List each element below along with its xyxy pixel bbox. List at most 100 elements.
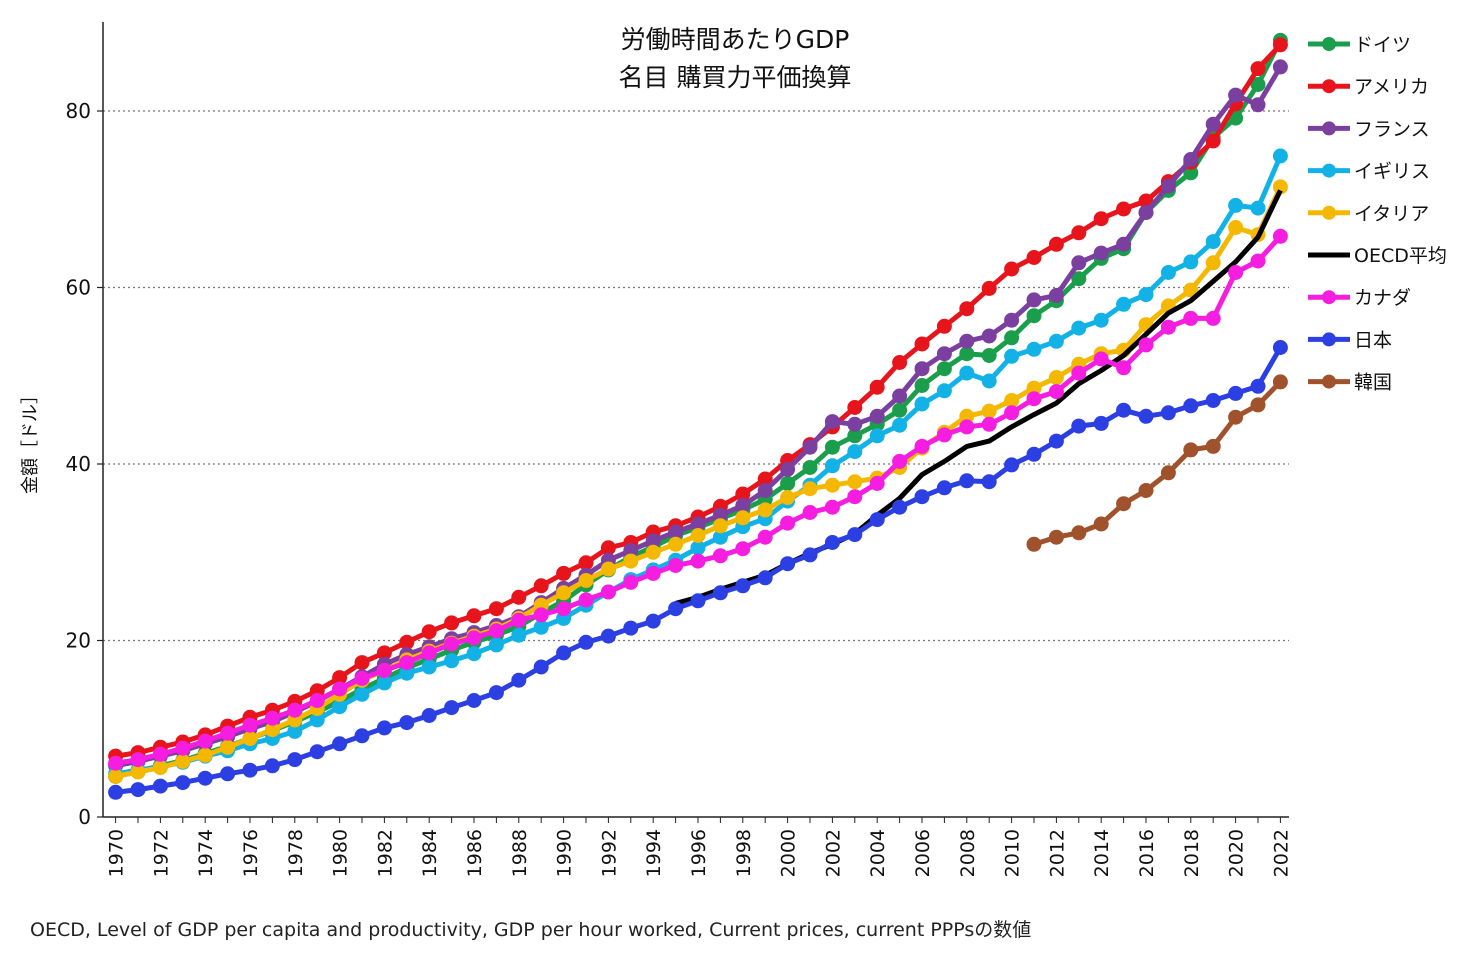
data-point xyxy=(645,613,661,629)
data-point xyxy=(1138,408,1154,424)
data-point xyxy=(152,778,168,794)
data-point xyxy=(1048,236,1064,252)
data-point xyxy=(936,480,952,496)
x-tick-label: 1980 xyxy=(330,829,352,877)
data-point xyxy=(1228,385,1244,401)
x-tick-label: 1986 xyxy=(464,829,486,877)
x-tick-label: 2006 xyxy=(912,829,934,877)
legend-label: カナダ xyxy=(1354,287,1411,309)
series-ドイツ xyxy=(108,32,1288,784)
series-line xyxy=(115,185,1283,779)
series-line xyxy=(115,39,1283,779)
data-point xyxy=(556,645,572,661)
data-point xyxy=(1071,225,1087,241)
x-tick-label: 1998 xyxy=(733,829,755,877)
x-tick-label: 2004 xyxy=(867,829,889,877)
data-point xyxy=(309,744,325,760)
data-point xyxy=(981,416,997,432)
data-point xyxy=(376,663,392,678)
data-point xyxy=(264,722,280,738)
legend-label: 韓国 xyxy=(1354,372,1392,394)
data-point xyxy=(197,733,213,749)
data-point xyxy=(1116,402,1132,418)
x-tick-label: 1994 xyxy=(643,829,665,877)
x-tick-label: 1976 xyxy=(240,829,262,877)
data-point xyxy=(690,516,706,532)
data-point xyxy=(1160,265,1176,280)
data-point xyxy=(399,634,415,650)
data-point xyxy=(802,505,818,520)
data-point xyxy=(130,764,146,780)
data-point xyxy=(757,483,773,498)
data-point xyxy=(824,535,840,550)
data-point xyxy=(802,481,818,497)
x-tick-label: 2022 xyxy=(1270,829,1292,877)
data-point xyxy=(1205,255,1221,271)
legend-swatch-marker xyxy=(1322,163,1336,178)
data-point xyxy=(690,553,706,569)
data-point xyxy=(511,627,527,643)
series-line xyxy=(115,43,1283,759)
data-point xyxy=(108,755,124,771)
data-point xyxy=(1071,418,1087,434)
data-point xyxy=(1138,337,1154,353)
data-point xyxy=(399,715,415,731)
data-point xyxy=(332,681,348,697)
data-point xyxy=(1071,255,1087,271)
data-point xyxy=(869,512,885,528)
data-point xyxy=(444,700,460,716)
data-point xyxy=(914,438,930,454)
data-point xyxy=(1048,384,1064,400)
data-point xyxy=(1183,282,1199,298)
data-point xyxy=(533,607,549,623)
data-point xyxy=(175,775,191,791)
data-point xyxy=(892,388,908,404)
data-point xyxy=(264,710,280,726)
data-point xyxy=(1183,254,1199,270)
data-point xyxy=(847,428,863,444)
data-point xyxy=(556,565,572,581)
data-point xyxy=(108,768,124,784)
data-point xyxy=(1205,438,1221,454)
data-point xyxy=(645,565,661,581)
y-tick-label: 80 xyxy=(66,99,91,123)
legend-swatch-marker xyxy=(1322,290,1336,305)
data-point xyxy=(847,474,863,490)
data-point xyxy=(421,624,437,640)
data-point xyxy=(936,346,952,362)
x-tick-label: 1990 xyxy=(554,829,576,877)
y-tick-label: 20 xyxy=(66,629,91,653)
data-point xyxy=(1026,380,1042,396)
data-point xyxy=(1071,365,1087,381)
data-point xyxy=(197,747,213,763)
data-point xyxy=(824,458,840,474)
data-point xyxy=(578,555,594,571)
data-point xyxy=(1026,446,1042,462)
x-tick-label: 1972 xyxy=(150,829,172,877)
data-point xyxy=(847,444,863,460)
data-point xyxy=(488,637,504,653)
data-point xyxy=(1048,433,1064,449)
data-point xyxy=(1205,133,1221,149)
data-point xyxy=(869,475,885,491)
legend-item: 日本 xyxy=(1308,329,1392,351)
data-point xyxy=(981,373,997,389)
data-point xyxy=(1093,245,1109,261)
data-point xyxy=(399,655,415,671)
y-tick-label: 60 xyxy=(66,276,91,300)
data-point xyxy=(981,280,997,296)
data-point xyxy=(892,453,908,469)
data-point xyxy=(1183,152,1199,167)
data-point xyxy=(1071,320,1087,336)
data-point xyxy=(712,529,728,545)
data-point xyxy=(578,592,594,608)
data-point xyxy=(152,746,168,762)
data-point xyxy=(690,593,706,609)
data-point xyxy=(914,396,930,412)
data-point xyxy=(466,630,482,646)
legend-label: イタリア xyxy=(1354,203,1429,225)
data-point xyxy=(332,736,348,752)
legend-item: カナダ xyxy=(1308,287,1411,309)
data-point xyxy=(444,653,460,669)
